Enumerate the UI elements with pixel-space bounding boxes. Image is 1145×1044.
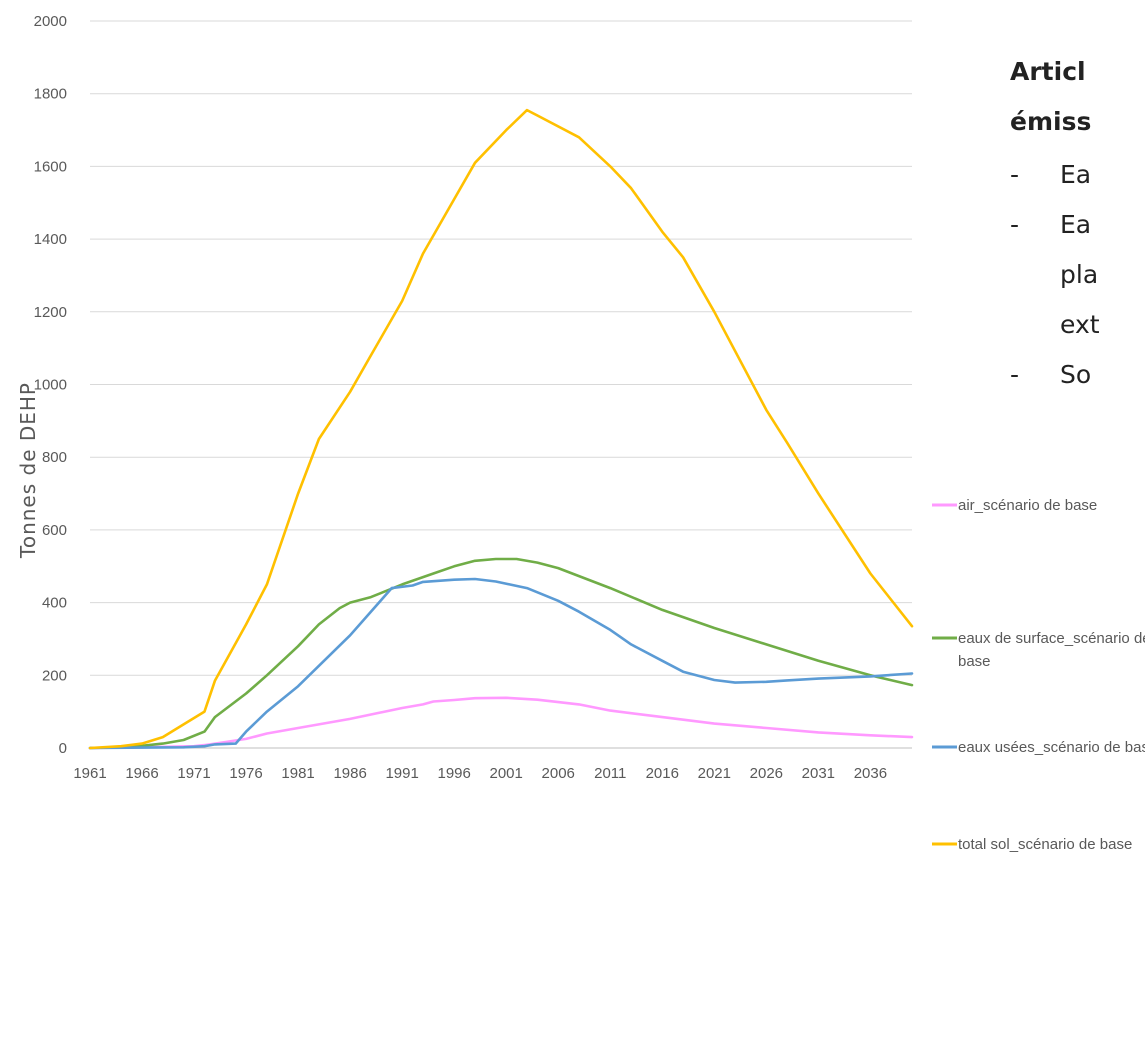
legend-label: eaux usées_scénario de base <box>958 739 1145 756</box>
legend-label: total sol_scénario de base <box>958 836 1132 853</box>
legend-label: eaux de surface_scénario de base <box>958 630 1145 670</box>
bullet-text-line: ext <box>1060 310 1100 339</box>
series-line-3 <box>88 577 914 750</box>
chart-legend: air_scénario de base eaux de surface_scén… <box>932 497 1145 853</box>
bullet-dash: - <box>1010 360 1019 389</box>
y-tick-label: 2000 <box>34 13 67 30</box>
x-tick-label: 2036 <box>854 765 887 782</box>
x-tick-label: 1981 <box>281 765 314 782</box>
series-line-2 <box>88 557 914 750</box>
y-tick-label: 1600 <box>34 158 67 175</box>
x-tick-label: 1961 <box>73 765 106 782</box>
y-tick-label: 1800 <box>34 86 67 103</box>
x-tick-label: 2031 <box>802 765 835 782</box>
y-tick-label: 600 <box>42 522 67 539</box>
x-tick-label: 1976 <box>229 765 262 782</box>
y-tick-label: 1000 <box>34 377 67 394</box>
side-heading-line: Articl <box>1010 57 1086 86</box>
bullet-text-line: Ea <box>1060 160 1091 189</box>
y-tick-label: 1200 <box>34 304 67 321</box>
bullet-dash: - <box>1010 210 1019 239</box>
side-text-block: Articl émiss - Ea - Ea pla ext - So <box>1010 57 1100 389</box>
x-tick-label: 1991 <box>385 765 418 782</box>
x-tick-label: 2026 <box>750 765 783 782</box>
x-axis-ticks: 1961 1966 1971 1976 1981 1986 1991 1996 2001 2006… <box>73 765 887 782</box>
x-tick-label: 2021 <box>698 765 731 782</box>
x-tick-label: 2016 <box>646 765 679 782</box>
x-tick-label: 2006 <box>542 765 575 782</box>
chart-gridlines <box>90 20 912 676</box>
y-axis-label: Tonnes de DEHP <box>16 382 40 559</box>
y-tick-label: 400 <box>42 595 67 612</box>
x-tick-label: 2001 <box>490 765 523 782</box>
series-line-1 <box>88 696 914 750</box>
x-tick-label: 1986 <box>333 765 366 782</box>
x-tick-label: 2011 <box>594 765 626 782</box>
x-tick-label: 1971 <box>177 765 210 782</box>
bullet-text-line: Ea <box>1060 210 1091 239</box>
y-tick-label: 1400 <box>34 231 67 248</box>
side-heading-line: émiss <box>1010 107 1091 136</box>
x-tick-label: 1996 <box>437 765 470 782</box>
legend-label: air_scénario de base <box>958 497 1097 514</box>
series-line-4 <box>88 108 914 750</box>
y-tick-label: 0 <box>59 740 67 757</box>
x-tick-label: 1966 <box>125 765 158 782</box>
bullet-text-line: pla <box>1060 260 1098 289</box>
bullet-text-line: So <box>1060 360 1091 389</box>
y-tick-label: 800 <box>42 449 67 466</box>
y-tick-label: 200 <box>42 667 67 684</box>
chart-series <box>88 108 914 750</box>
bullet-dash: - <box>1010 160 1019 189</box>
y-axis-ticks: 0 200 400 600 800 1000 1200 1400 1600 1800 2000 <box>34 13 67 757</box>
